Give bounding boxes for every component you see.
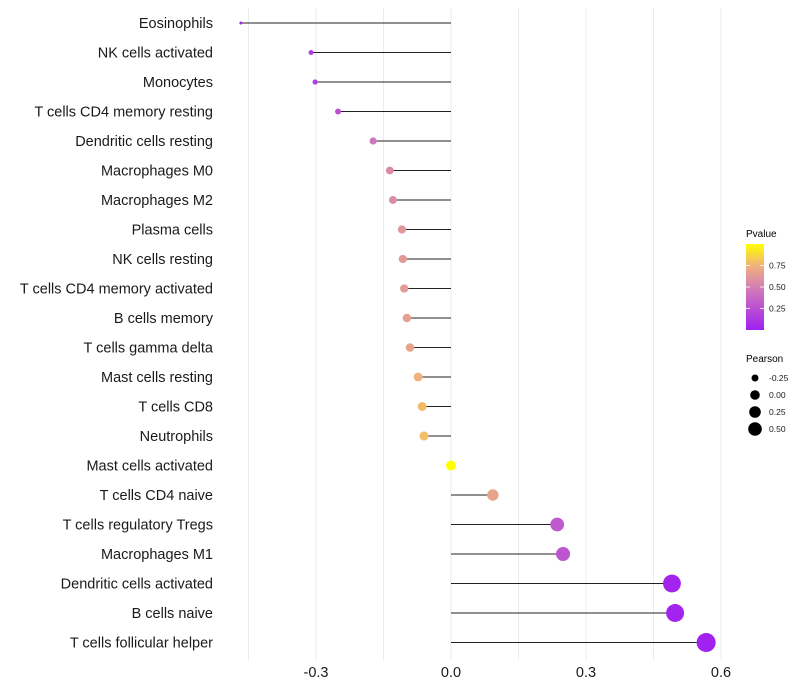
data-point (308, 49, 314, 56)
y-tick-label: T cells CD8 (138, 400, 213, 416)
data-point (385, 166, 394, 175)
y-tick-label: Plasma cells (132, 223, 213, 239)
points (239, 21, 716, 653)
data-point (398, 254, 407, 264)
y-tick-label: T cells CD4 memory activated (20, 282, 213, 298)
stems (240, 22, 707, 644)
size-legend-label: -0.25 (769, 373, 789, 383)
data-point (446, 460, 456, 471)
data-point (388, 196, 397, 204)
data-point (663, 574, 681, 593)
data-point (550, 517, 565, 532)
size-legend-key (751, 374, 759, 382)
size-legend-label: 0.50 (769, 424, 786, 434)
y-tick-label: B cells memory (114, 311, 214, 327)
data-point (397, 225, 407, 234)
data-point (400, 284, 409, 293)
x-tick-label: -0.3 (304, 665, 329, 681)
data-point (413, 372, 423, 382)
data-point (312, 79, 318, 85)
data-point (402, 313, 412, 323)
grid-lines (248, 8, 722, 660)
data-point (239, 21, 243, 25)
y-tick-label: Dendritic cells resting (75, 134, 213, 150)
y-tick-label: T cells follicular helper (70, 636, 213, 652)
size-legend-key (749, 406, 761, 418)
x-tick-label: 0.0 (441, 665, 461, 681)
y-tick-label: T cells regulatory Tregs (63, 518, 213, 534)
x-tick-label: 0.6 (711, 665, 731, 681)
size-legend-key (748, 422, 762, 436)
y-tick-label: Monocytes (143, 75, 213, 91)
data-point (419, 431, 429, 441)
size-legend-key (750, 390, 760, 400)
y-tick-label: Dendritic cells activated (61, 577, 213, 593)
y-tick-label: NK cells resting (112, 252, 213, 268)
y-tick-label: T cells gamma delta (84, 341, 214, 357)
pearson-legend-title: Pearson (746, 354, 783, 365)
y-tick-label: Eosinophils (139, 16, 213, 32)
pvalue-legend-title: Pvalue (746, 229, 777, 240)
data-point (417, 402, 427, 411)
data-point (487, 489, 499, 501)
data-point (696, 632, 716, 653)
colorbar-tick-label: 0.75 (769, 261, 786, 271)
y-tick-label: Neutrophils (140, 429, 213, 445)
x-axis-labels: -0.3 0.0 0.3 0.6 (304, 665, 732, 681)
data-point (335, 108, 342, 115)
legend: Pvalue 0.25 0.50 0.75 Pearson -0.25 0.00 0.2… (746, 229, 789, 436)
data-point (369, 137, 377, 145)
y-tick-label: Mast cells resting (101, 370, 213, 386)
pvalue-colorbar (746, 244, 764, 330)
y-axis-labels: Eosinophils NK cells activated Monocytes T … (20, 16, 214, 652)
y-tick-label: Macrophages M0 (101, 164, 213, 180)
y-tick-label: T cells CD4 memory resting (34, 105, 213, 121)
data-point (556, 547, 571, 561)
y-tick-label: B cells naive (132, 606, 213, 622)
colorbar-tick-label: 0.50 (769, 282, 786, 292)
y-tick-label: Macrophages M2 (101, 193, 213, 209)
y-tick-label: Macrophages M1 (101, 547, 213, 563)
y-tick-label: Mast cells activated (86, 459, 213, 475)
y-tick-label: NK cells activated (98, 46, 213, 62)
size-legend-label: 0.25 (769, 407, 786, 417)
colorbar-tick-label: 0.25 (769, 304, 786, 314)
size-legend-label: 0.00 (769, 390, 786, 400)
data-point (405, 343, 415, 352)
y-tick-label: T cells CD4 naive (100, 488, 213, 504)
x-tick-label: 0.3 (576, 665, 596, 681)
data-point (666, 604, 685, 622)
